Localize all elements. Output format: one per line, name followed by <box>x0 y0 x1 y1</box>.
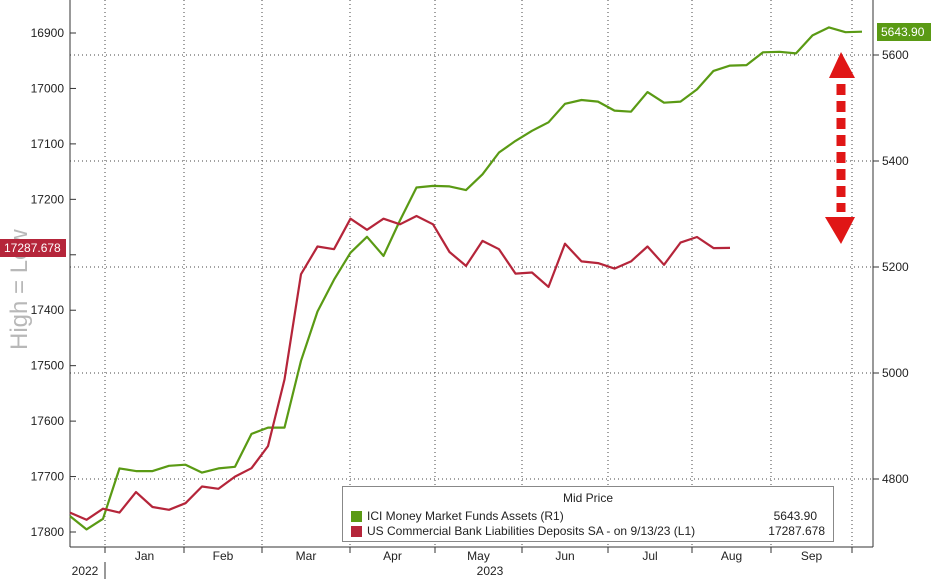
right-axis-ticks: 4800 5000 5200 5400 5600 <box>873 48 909 486</box>
legend-swatch-mmf <box>351 511 362 522</box>
legend: Mid Price ICI Money Market Funds Assets … <box>342 486 834 542</box>
right-tick-label: 5400 <box>882 154 909 168</box>
x-tick-label: May <box>467 549 490 563</box>
x-tick-label: Aug <box>721 549 742 563</box>
left-axis-ticks: 16900 17000 17100 17200 17400 17500 17600 17700… <box>31 26 76 539</box>
divergence-arrow <box>825 52 855 244</box>
right-tick-label: 5000 <box>882 366 909 380</box>
x-tick-label: Sep <box>801 549 823 563</box>
legend-value-mmf: 5643.90 <box>773 509 817 523</box>
grid-lines <box>70 0 873 547</box>
x-tick-label: Jun <box>555 549 574 563</box>
series-lines <box>69 26 863 531</box>
x-tick-label: Jul <box>642 549 657 563</box>
right-tick-label: 5600 <box>882 48 909 62</box>
x-tick-label: Mar <box>296 549 317 563</box>
legend-entry-deposits: US Commercial Bank Liabilities Deposits … <box>351 524 825 540</box>
left-tick-label: 17800 <box>31 525 65 539</box>
legend-title: Mid Price <box>562 491 613 505</box>
x-tick-label: Jan <box>135 549 154 563</box>
series-line-mmf <box>69 26 863 531</box>
left-tick-label: 17600 <box>31 414 65 428</box>
left-tick-label: 17700 <box>31 470 65 484</box>
left-tick-label: 17400 <box>31 303 65 317</box>
legend-label-mmf: ICI Money Market Funds Assets (R1) <box>367 509 564 523</box>
left-tick-label: 16900 <box>31 26 65 40</box>
year-label: 2023 <box>477 564 504 578</box>
left-tick-label: 17100 <box>31 137 65 151</box>
arrow-head-up <box>829 52 855 78</box>
left-last-value-tag: 17287.678 <box>0 238 66 257</box>
legend-entry-mmf: ICI Money Market Funds Assets (R1) 5643.… <box>351 509 825 525</box>
left-tick-label: 17500 <box>31 359 65 373</box>
arrow-head-down <box>825 217 855 244</box>
left-tick-label: 17000 <box>31 81 65 95</box>
x-axis-ticks: Jan Feb Mar Apr May Jun Jul Aug Sep 2022 2023 <box>72 547 853 579</box>
x-tick-label: Feb <box>213 549 234 563</box>
right-tick-label: 4800 <box>882 472 909 486</box>
series-line-deposits <box>69 214 731 521</box>
axes <box>69 0 874 548</box>
right-tick-label: 5200 <box>882 260 909 274</box>
legend-swatch-deposits <box>351 526 362 537</box>
legend-label-deposits: US Commercial Bank Liabilities Deposits … <box>367 524 696 538</box>
year-label: 2022 <box>72 564 99 578</box>
right-last-value-tag: 5643.90 <box>877 22 931 41</box>
legend-value-deposits: 17287.678 <box>768 524 825 538</box>
x-tick-label: Apr <box>383 549 402 563</box>
left-tick-label: 17200 <box>31 192 65 206</box>
